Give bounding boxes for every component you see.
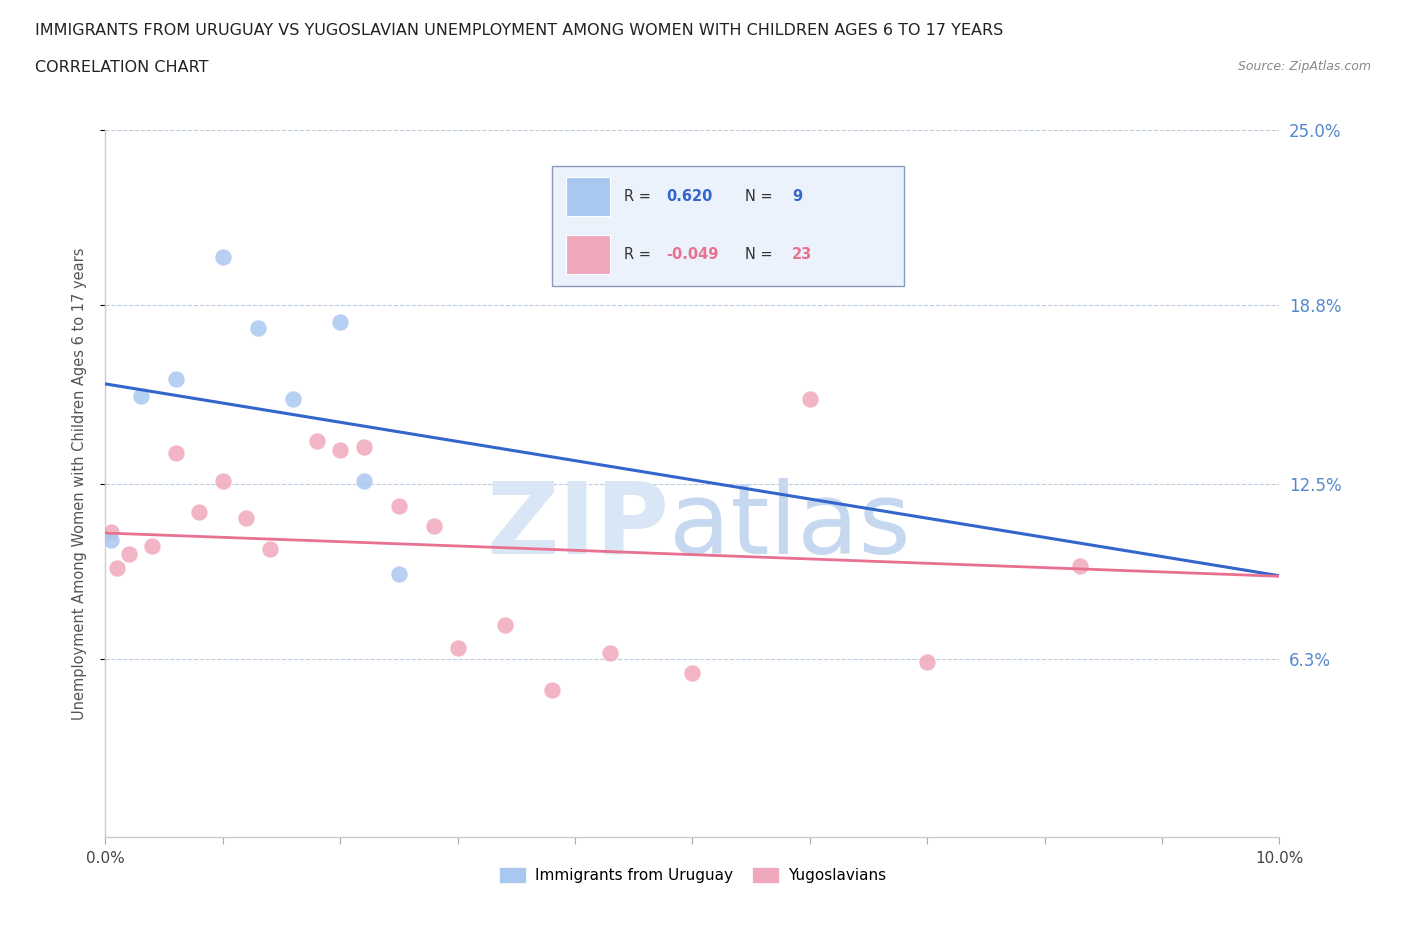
Point: [329, 315, 352, 330]
Point: [388, 566, 411, 581]
Point: [141, 538, 163, 553]
Point: [247, 321, 270, 336]
Legend: Immigrants from Uruguay, Yugoslavians: Immigrants from Uruguay, Yugoslavians: [492, 861, 893, 889]
Text: 9: 9: [792, 189, 803, 204]
Point: [599, 645, 621, 660]
Point: [447, 640, 470, 655]
Point: [799, 392, 821, 406]
Point: [165, 372, 187, 387]
Point: [259, 541, 281, 556]
Point: [1069, 558, 1091, 573]
Text: ZIP: ZIP: [486, 477, 669, 575]
Y-axis label: Unemployment Among Women with Children Ages 6 to 17 years: Unemployment Among Women with Children A…: [72, 247, 87, 720]
Point: [129, 389, 152, 404]
Point: [353, 473, 375, 488]
Point: [100, 525, 122, 539]
Point: [118, 547, 141, 562]
Bar: [565, 177, 610, 216]
Point: [165, 445, 187, 460]
Text: CORRELATION CHART: CORRELATION CHART: [35, 60, 208, 75]
Point: [100, 533, 122, 548]
Point: [540, 683, 562, 698]
Bar: [565, 234, 610, 273]
Point: [494, 618, 516, 632]
Text: -0.049: -0.049: [666, 246, 718, 261]
Text: 23: 23: [792, 246, 813, 261]
Point: [305, 433, 328, 448]
Text: N =: N =: [745, 189, 773, 204]
Point: [235, 510, 257, 525]
Text: Source: ZipAtlas.com: Source: ZipAtlas.com: [1237, 60, 1371, 73]
Point: [211, 473, 233, 488]
Text: R =: R =: [624, 189, 651, 204]
Point: [917, 655, 939, 670]
Point: [423, 519, 446, 534]
Point: [211, 250, 233, 265]
Point: [105, 561, 128, 576]
Point: [353, 439, 375, 454]
Text: atlas: atlas: [669, 477, 911, 575]
Point: [388, 498, 411, 513]
Text: R =: R =: [624, 246, 651, 261]
Text: IMMIGRANTS FROM URUGUAY VS YUGOSLAVIAN UNEMPLOYMENT AMONG WOMEN WITH CHILDREN AG: IMMIGRANTS FROM URUGUAY VS YUGOSLAVIAN U…: [35, 23, 1004, 38]
Point: [188, 504, 211, 519]
Point: [283, 392, 305, 406]
Point: [682, 666, 704, 681]
FancyBboxPatch shape: [551, 166, 904, 286]
Point: [329, 443, 352, 458]
Text: 0.620: 0.620: [666, 189, 713, 204]
Text: N =: N =: [745, 246, 773, 261]
